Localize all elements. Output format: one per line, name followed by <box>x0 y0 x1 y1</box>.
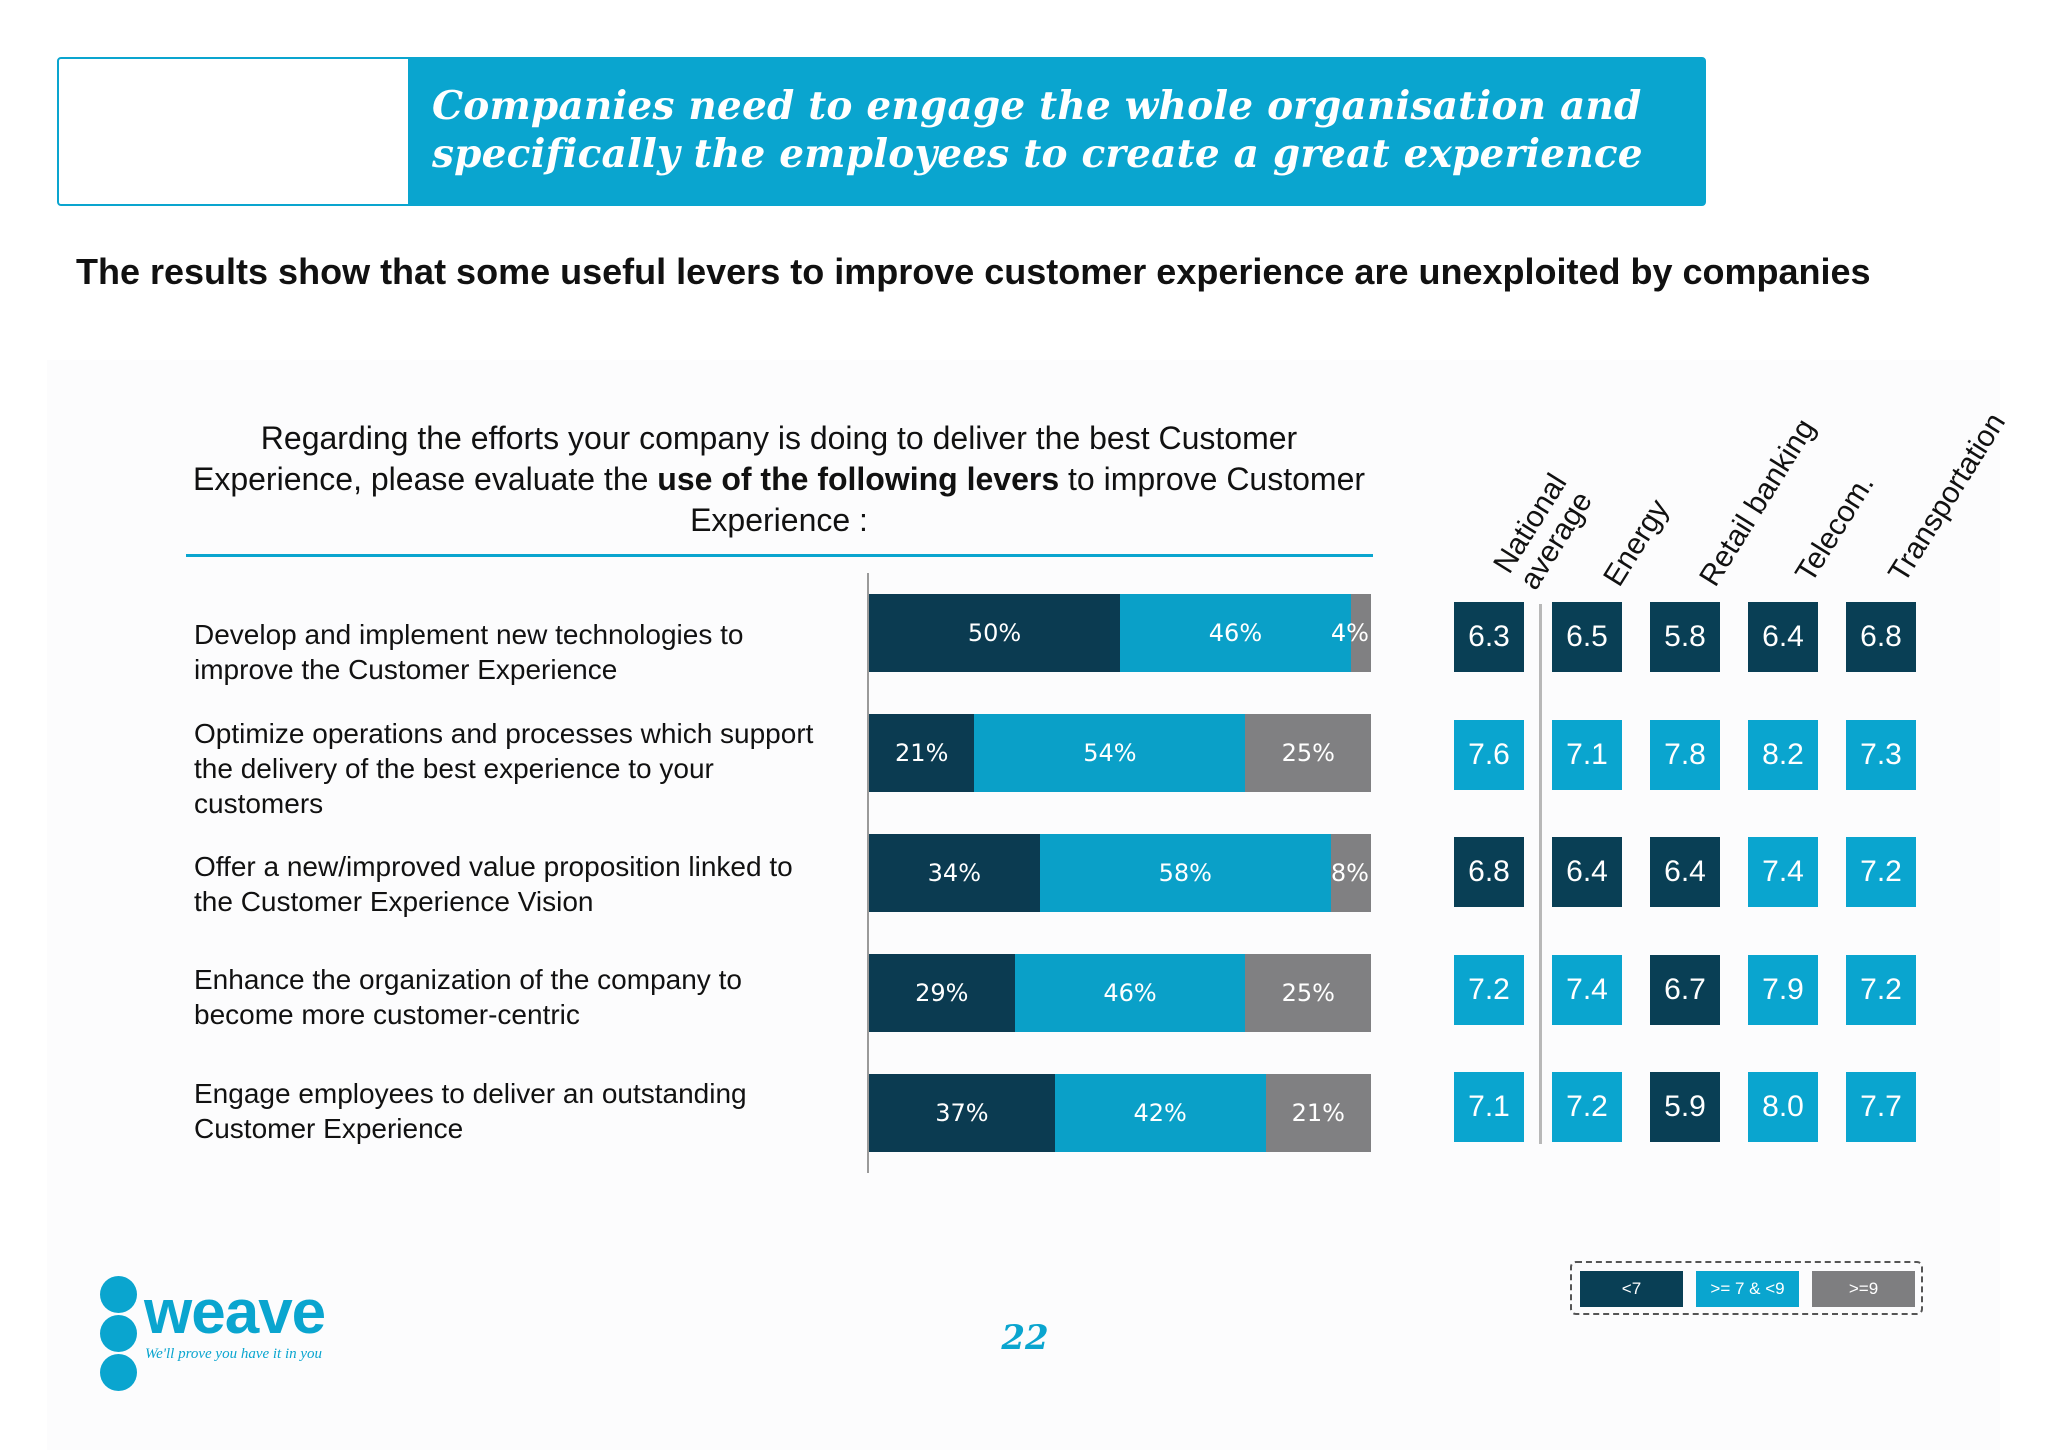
bar-value-label: 4% <box>1330 619 1369 647</box>
question-text-2: to improve Customer Experience : <box>690 461 1366 538</box>
bar-value-label: 21% <box>1291 1099 1345 1127</box>
score-cell: 7.2 <box>1846 955 1916 1025</box>
score-cell: 7.2 <box>1454 955 1524 1025</box>
score-cell: 6.4 <box>1552 837 1622 907</box>
bar-value-label: 25% <box>1281 739 1335 767</box>
bar-segment-high: 25% <box>1245 954 1371 1032</box>
bar-segment-mid: 42% <box>1054 1074 1266 1152</box>
survey-question: Regarding the efforts your company is do… <box>186 418 1372 541</box>
bar-row: 50% 46% 4% <box>869 594 1371 672</box>
bar-row: 21% 54% 25% <box>869 714 1371 792</box>
score-cell: 7.1 <box>1454 1072 1524 1142</box>
logo-dot <box>100 1354 137 1391</box>
bar-segment-low: 50% <box>869 594 1120 672</box>
score-cell: 7.8 <box>1650 720 1720 790</box>
legend-item-mid: >= 7 & <9 <box>1696 1271 1799 1307</box>
bar-segment-high: 4% <box>1331 594 1371 672</box>
score-cell: 7.2 <box>1846 837 1916 907</box>
score-cell: 7.4 <box>1552 955 1622 1025</box>
score-cell: 7.1 <box>1552 720 1622 790</box>
score-cell: 6.5 <box>1552 602 1622 672</box>
bar-segment-low: 37% <box>869 1074 1055 1152</box>
score-cell: 8.2 <box>1748 720 1818 790</box>
headline: The results show that some useful levers… <box>76 251 1871 292</box>
bar-value-label: 46% <box>1208 619 1263 647</box>
legend-item-high: >=9 <box>1812 1271 1915 1307</box>
bar-value-label: 8% <box>1330 859 1369 887</box>
page-number: 22 <box>1001 1318 1049 1358</box>
legend-item-low: <7 <box>1580 1271 1683 1307</box>
weave-logo: weave We'll prove you have it in you <box>100 1276 360 1392</box>
bar-row: 29% 46% 25% <box>869 954 1371 1032</box>
bar-segment-high: 21% <box>1265 1074 1371 1152</box>
bar-row: 37% 42% 21% <box>869 1074 1371 1152</box>
score-cell: 7.6 <box>1454 720 1524 790</box>
bar-value-label: 54% <box>1083 739 1137 767</box>
color-legend <box>1570 1261 1923 1315</box>
logo-dot <box>100 1315 137 1352</box>
bar-segment-mid: 46% <box>1120 594 1351 672</box>
bar-segment-low: 29% <box>869 954 1015 1032</box>
question-underline <box>186 554 1373 557</box>
question-text-1: Regarding the efforts your company is do… <box>192 420 1298 497</box>
bar-chart-axis <box>867 573 869 1173</box>
score-cell: 7.4 <box>1748 837 1818 907</box>
bar-value-label: 21% <box>895 739 949 767</box>
lever-label: Optimize operations and processes which … <box>194 718 814 819</box>
bar-value-label: 34% <box>927 859 981 887</box>
bar-value-label: 46% <box>1103 979 1157 1007</box>
score-cell: 5.9 <box>1650 1072 1720 1142</box>
header-banner <box>408 57 1706 206</box>
lever-label: Develop and implement new technologies t… <box>194 619 744 685</box>
bar-value-label: 42% <box>1133 1099 1187 1127</box>
lever-label: Offer a new/improved value proposition l… <box>194 851 793 917</box>
bar-segment-mid: 46% <box>1014 954 1246 1032</box>
score-cell: 6.4 <box>1748 602 1818 672</box>
score-cell: 6.8 <box>1846 602 1916 672</box>
bar-value-label: 50% <box>967 619 1022 647</box>
score-cell: 6.8 <box>1454 837 1524 907</box>
score-cell: 6.3 <box>1454 602 1524 672</box>
bar-segment-mid: 54% <box>974 714 1246 792</box>
bar-value-label: 25% <box>1281 979 1335 1007</box>
banner-title: Companies need to engage the whole organ… <box>432 83 1643 177</box>
bar-value-label: 29% <box>915 979 969 1007</box>
bar-segment-high: 25% <box>1245 714 1371 792</box>
question-text-bold: use of the following levers <box>657 461 1060 497</box>
score-cell: 5.8 <box>1650 602 1720 672</box>
lever-label: Enhance the organization of the company … <box>194 964 742 1030</box>
logo-tagline: We'll prove you have it in you <box>145 1346 323 1362</box>
bar-segment-low: 34% <box>869 834 1040 912</box>
bar-value-label: 58% <box>1158 859 1212 887</box>
bar-value-label: 37% <box>935 1099 989 1127</box>
score-cell: 7.7 <box>1846 1072 1916 1142</box>
score-cell: 7.2 <box>1552 1072 1622 1142</box>
logo-dot <box>100 1276 137 1313</box>
score-cell: 6.4 <box>1650 837 1720 907</box>
score-cell: 7.9 <box>1748 955 1818 1025</box>
bar-row: 34% 58% 8% <box>869 834 1371 912</box>
bar-segment-low: 21% <box>869 714 975 792</box>
score-cell: 6.7 <box>1650 955 1720 1025</box>
bar-segment-mid: 58% <box>1039 834 1331 912</box>
lever-label: Engage employees to deliver an outstandi… <box>194 1078 747 1144</box>
score-cell: 8.0 <box>1748 1072 1818 1142</box>
score-cell: 7.3 <box>1846 720 1916 790</box>
bar-segment-high: 8% <box>1330 834 1371 912</box>
logo-wordmark: weave <box>144 1278 326 1347</box>
sector-divider <box>1539 604 1542 1144</box>
